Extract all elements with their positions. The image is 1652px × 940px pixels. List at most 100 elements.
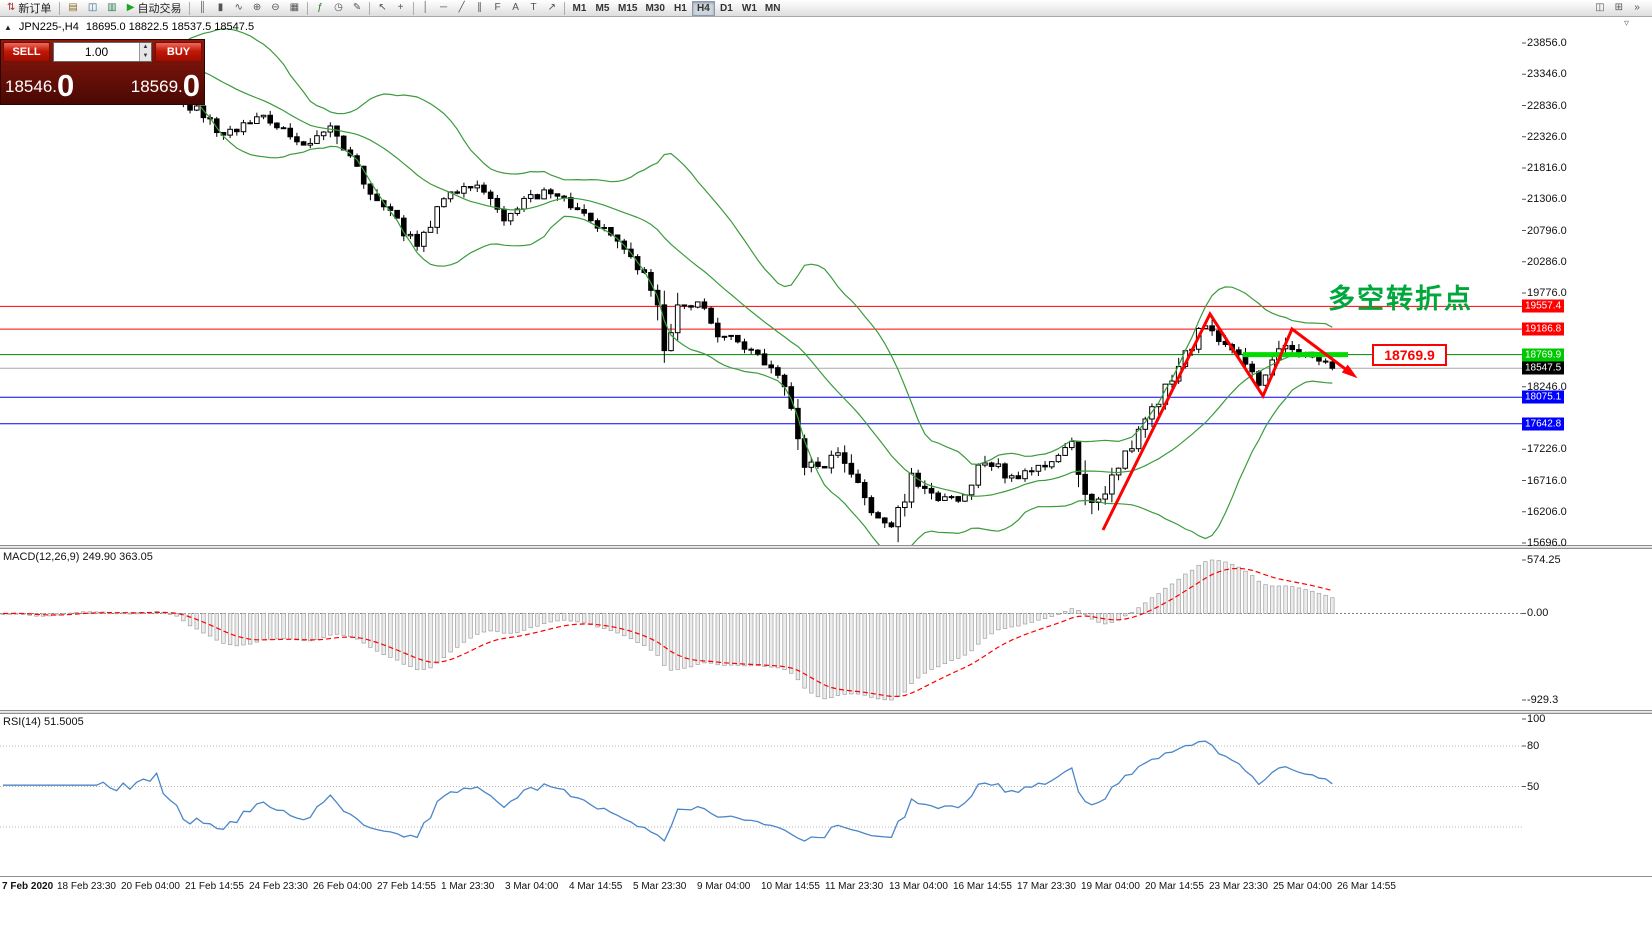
time-axis[interactable]: 7 Feb 2020 18 Feb 23:30 20 Feb 04:00 21 Feb… [0, 876, 1652, 897]
time-axis-label: 3 Mar 04:00 [505, 881, 559, 892]
profiles-icon[interactable]: ▤ [64, 1, 81, 16]
toolbar-separator [369, 1, 371, 15]
text-icon[interactable]: A [508, 1, 524, 16]
sell-price-main: 18546. [5, 77, 57, 96]
horizontal-line-icon[interactable]: ─ [436, 1, 452, 16]
macd-panel[interactable] [0, 549, 1652, 710]
buy-price[interactable]: 18569. 0 [131, 70, 200, 102]
fibonacci-icon[interactable]: F [490, 1, 506, 16]
periods-icon[interactable]: ◷ [330, 1, 347, 16]
line-chart-icon[interactable]: ∿ [230, 1, 246, 16]
label-icon[interactable]: T [526, 1, 542, 16]
ohlc-values: 18695.0 18822.5 18537.5 18547.5 [85, 21, 255, 33]
time-axis-label: 26 Mar 14:55 [1337, 881, 1396, 892]
market-watch-icon[interactable]: ◫ [84, 1, 101, 16]
toolbar: ⇅ 新订单 ▤ ◫ ▥ ▶ 自动交易 ║ ▮ ∿ ⊕ ⊖ ▦ ƒ ◷ ✎ ↖ + │ ─ ╱ ∥ F A T ↗ M1 M5 M15 M3… [0, 0, 1652, 17]
time-axis-label: 23 Mar 23:30 [1209, 881, 1268, 892]
timeframe-m30-button[interactable]: M30 [645, 2, 665, 14]
profiles-icon: ▤ [68, 2, 78, 13]
arrow-tool-icon[interactable]: ↗ [544, 1, 560, 16]
cursor-icon: ↖ [378, 2, 387, 13]
bollinger-band [2, 62, 1333, 545]
bar-chart-icon: ║ [198, 2, 206, 13]
macd-label: MACD(12,26,9) 249.90 363.05 [3, 551, 153, 563]
tile-windows-icon[interactable]: ▦ [286, 1, 303, 16]
main-chart[interactable]: 多空转折点 [0, 17, 1652, 545]
docking-icon[interactable]: ⊞ [1611, 1, 1627, 16]
vertical-line-icon[interactable]: │ [418, 1, 434, 16]
buy-button[interactable]: BUY [155, 42, 202, 62]
toolbar-separator [307, 1, 309, 15]
timeframe-h1-button[interactable]: H1 [673, 2, 687, 14]
sell-price-pips: 0 [57, 68, 75, 103]
time-axis-label: 21 Feb 14:55 [185, 881, 244, 892]
timeframe-w1-button[interactable]: W1 [741, 2, 757, 14]
rsi-label: RSI(14) 51.5005 [3, 716, 84, 728]
new-order-button[interactable]: ⇅ 新订单 [3, 1, 55, 16]
zoom-in-icon[interactable]: ⊕ [249, 1, 265, 16]
periods-icon: ◷ [334, 2, 343, 13]
one-click-prices: 18546. 0 18569. 0 [3, 62, 202, 102]
indicators-icon[interactable]: ƒ [312, 1, 328, 16]
timeframe-mn-button[interactable]: MN [764, 2, 781, 14]
volume-field[interactable]: 1.00 ▲ ▼ [53, 42, 152, 62]
channel-icon: ∥ [477, 2, 483, 13]
crosshair-icon: + [397, 2, 404, 13]
timeframe-h4-button[interactable]: H4 [691, 0, 715, 16]
rsi-panel[interactable] [0, 714, 1652, 876]
indicators-icon: ƒ [317, 2, 323, 13]
candlestick-chart-icon[interactable]: ▮ [212, 1, 228, 16]
panel-separator[interactable] [0, 710, 1652, 714]
cursor-icon[interactable]: ↖ [374, 1, 390, 16]
timeframe-m5-button[interactable]: M5 [595, 2, 610, 14]
crosshair-icon[interactable]: + [393, 1, 409, 16]
macd-signal-line [3, 567, 1333, 697]
data-window-icon[interactable]: ▥ [103, 1, 120, 16]
trend-zigzag-annotation [1101, 310, 1353, 531]
zoom-out-icon[interactable]: ⊖ [267, 1, 283, 16]
bar-chart-icon[interactable]: ║ [194, 1, 210, 16]
one-click-controls: SELL 1.00 ▲ ▼ BUY [3, 42, 202, 62]
rsi-name: RSI(14) [3, 716, 41, 728]
timeframe-d1-button[interactable]: D1 [719, 2, 733, 14]
volume-down-button[interactable]: ▼ [140, 52, 151, 61]
rsi-value: 51.5005 [43, 716, 84, 728]
symbol-period-label: JPN225-,H4 [18, 21, 79, 33]
trendline-icon[interactable]: ╱ [454, 1, 470, 16]
buy-price-pips: 0 [182, 68, 200, 103]
macd-name: MACD(12,26,9) [3, 551, 80, 563]
volume-value[interactable]: 1.00 [84, 45, 109, 59]
one-click-collapse-button[interactable]: ▲ [4, 22, 12, 32]
time-axis-label: 20 Feb 04:00 [121, 881, 180, 892]
rsi-line [3, 740, 1333, 842]
more-tools-icon: » [1634, 2, 1640, 13]
zoom-out-icon: ⊖ [271, 2, 280, 13]
candlestick-chart-icon: ▮ [217, 2, 224, 13]
data-window-icon: ▥ [107, 2, 117, 13]
time-axis-label: 19 Mar 04:00 [1081, 881, 1140, 892]
turning-point-annotation: 多空转折点 [1328, 283, 1473, 314]
time-axis-label: 24 Feb 23:30 [249, 881, 308, 892]
time-axis-label: 9 Mar 04:00 [697, 881, 751, 892]
market-watch-icon: ◫ [87, 2, 98, 13]
templates-icon[interactable]: ✎ [349, 1, 365, 16]
volume-up-button[interactable]: ▲ [140, 43, 151, 52]
new-order-label: 新订单 [18, 3, 52, 15]
more-tools-icon[interactable]: » [1629, 1, 1645, 16]
chart-shift-marker[interactable]: ▿ [1624, 18, 1630, 29]
toolbar-separator [412, 1, 414, 15]
arrow-tool-icon: ↗ [547, 2, 556, 13]
time-axis-label: 10 Mar 14:55 [761, 881, 820, 892]
timeframe-m15-button[interactable]: M15 [617, 2, 638, 14]
time-axis-label: 17 Mar 23:30 [1017, 881, 1076, 892]
chart-window-icon[interactable]: ◫ [1591, 1, 1608, 16]
panel-separator[interactable] [0, 545, 1652, 549]
toolbar-right-group: ◫ ⊞ » [1590, 1, 1650, 16]
horizontal-line-icon: ─ [440, 2, 448, 13]
sell-price[interactable]: 18546. 0 [5, 70, 74, 102]
autotrading-button[interactable]: ▶ 自动交易 [123, 1, 186, 16]
text-icon: A [512, 2, 519, 13]
timeframe-m1-button[interactable]: M1 [572, 2, 587, 14]
sell-button[interactable]: SELL [3, 42, 50, 62]
channel-icon[interactable]: ∥ [472, 1, 488, 16]
